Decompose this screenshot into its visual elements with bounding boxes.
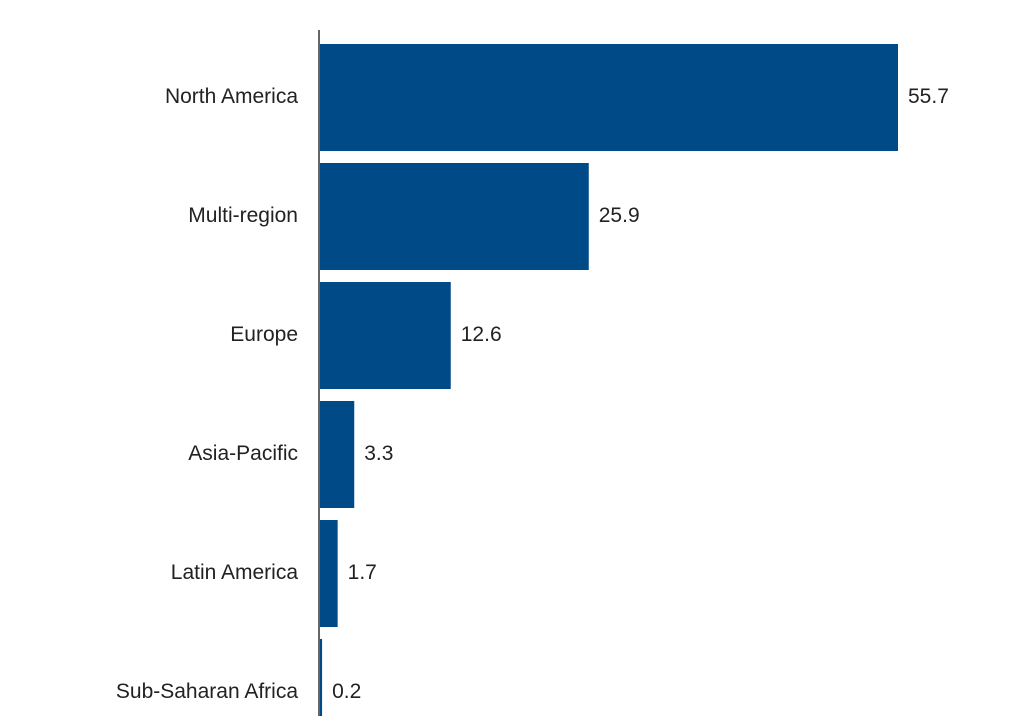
value-labels-group: 55.7 25.9 12.6 3.3 1.7 0.2: [332, 85, 949, 703]
bars-group: [320, 44, 898, 716]
bar-europe: [320, 282, 451, 389]
bar-latin-america: [320, 520, 338, 627]
category-label-asia-pacific: Asia-Pacific: [188, 442, 298, 465]
category-label-north-america: North America: [165, 85, 298, 108]
value-label-north-america: 55.7: [908, 85, 949, 108]
value-label-europe: 12.6: [461, 323, 502, 346]
bar-north-america: [320, 44, 898, 151]
category-label-europe: Europe: [230, 323, 298, 346]
value-label-multi-region: 25.9: [599, 204, 640, 227]
value-label-sub-saharan-africa: 0.2: [332, 680, 361, 703]
category-label-latin-america: Latin America: [171, 561, 299, 584]
bar-asia-pacific: [320, 401, 355, 508]
category-label-sub-saharan-africa: Sub-Saharan Africa: [116, 680, 298, 703]
category-labels-group: North America Multi-region Europe Asia-Paci…: [116, 85, 298, 703]
category-label-multi-region: Multi-region: [188, 204, 298, 227]
bar-multi-region: [320, 163, 589, 270]
bar-sub-saharan-africa: [320, 639, 323, 716]
value-label-latin-america: 1.7: [348, 561, 377, 584]
value-label-asia-pacific: 3.3: [364, 442, 393, 465]
